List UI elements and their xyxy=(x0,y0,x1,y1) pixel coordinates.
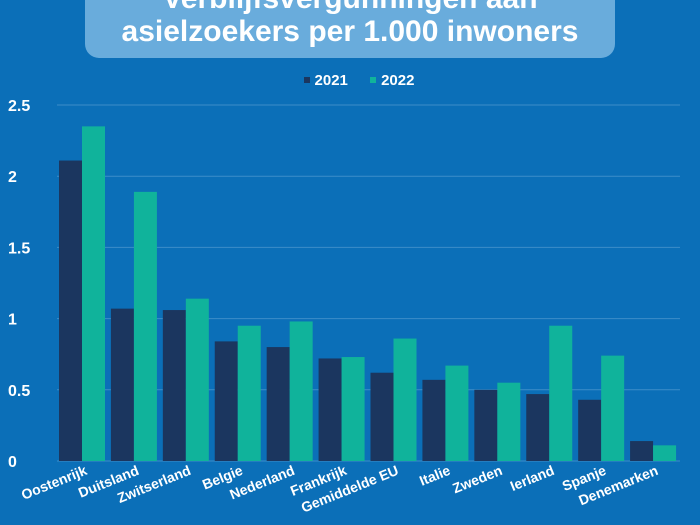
title-box xyxy=(85,0,615,58)
bar-2022 xyxy=(82,126,105,462)
bar-2022 xyxy=(341,357,365,461)
y-tick-label: 0.5 xyxy=(8,383,30,400)
bar-2022 xyxy=(549,325,573,461)
bar-2021 xyxy=(526,394,550,461)
x-tick-label: Ierland xyxy=(508,462,557,494)
bar-2022 xyxy=(653,445,677,461)
legend-label-2021: 2021 xyxy=(314,72,348,89)
bar-2022 xyxy=(237,325,261,461)
bar-2021 xyxy=(474,389,498,461)
legend: 2021 2022 xyxy=(0,72,700,89)
bar-2022 xyxy=(393,338,417,461)
bar-2021 xyxy=(59,160,82,461)
bar-2021 xyxy=(318,358,342,461)
bar-2022 xyxy=(133,191,157,461)
y-tick-label: 0 xyxy=(8,454,17,471)
chart-title-line2: asielzoekers per 1.000 inwoners xyxy=(121,15,579,48)
bar-2022 xyxy=(601,355,625,461)
bar-2021 xyxy=(630,441,654,461)
bar-2021 xyxy=(422,379,446,461)
bar-2021 xyxy=(370,372,394,461)
bar-2022 xyxy=(185,298,209,461)
legend-swatch-2022 xyxy=(370,77,377,83)
bar-2022 xyxy=(497,382,521,461)
bar-2022 xyxy=(289,321,313,461)
y-tick-label: 1 xyxy=(8,312,17,329)
bar-2021 xyxy=(110,308,134,461)
bar-2021 xyxy=(578,399,602,461)
legend-swatch-2021 xyxy=(303,77,310,83)
chart-title-line1: Verblijfsvergunningen aan xyxy=(0,0,700,16)
x-tick-label: Zweden xyxy=(450,462,504,496)
legend-label-2022: 2022 xyxy=(381,72,415,89)
bar-2021 xyxy=(266,347,290,461)
x-tick-label: Oostenrijk xyxy=(19,462,89,503)
x-tick-label: Italie xyxy=(417,462,453,489)
bar-2021 xyxy=(162,310,186,461)
y-tick-label: 2 xyxy=(8,169,17,186)
bar-2022 xyxy=(445,365,469,461)
y-tick-label: 1.5 xyxy=(8,240,30,257)
bar-2021 xyxy=(214,341,238,461)
y-tick-label: 2.5 xyxy=(8,98,30,115)
